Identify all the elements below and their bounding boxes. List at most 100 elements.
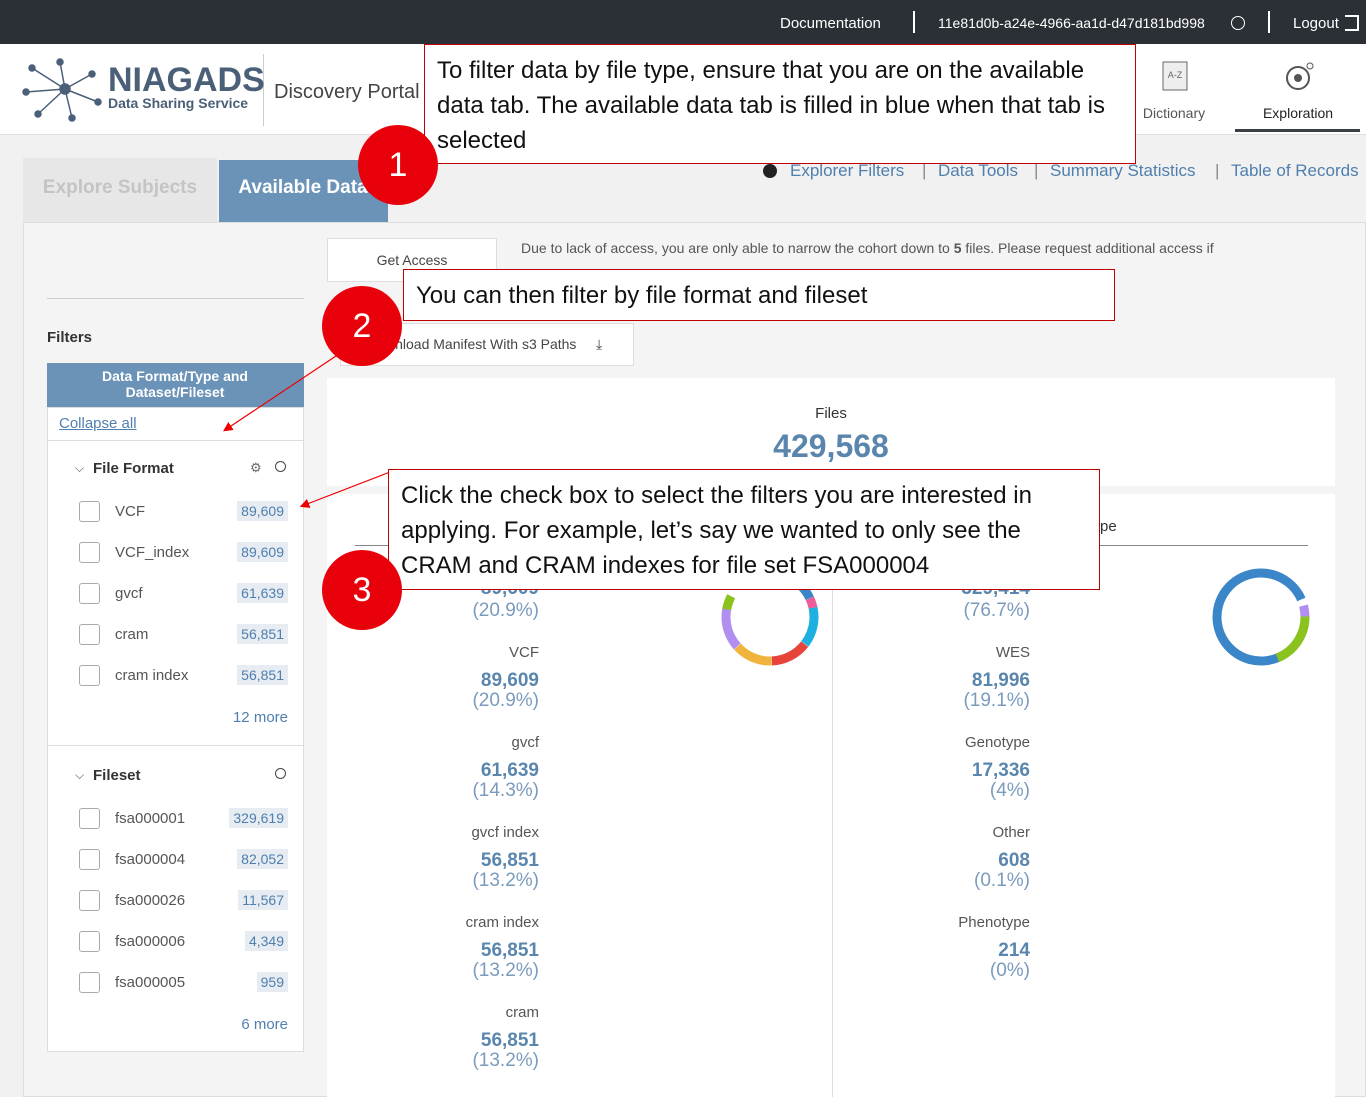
filter-count: 89,609	[237, 501, 288, 521]
filter-count: 11,567	[238, 890, 288, 910]
checkbox[interactable]	[79, 624, 100, 645]
checkbox[interactable]	[79, 808, 100, 829]
checkbox[interactable]	[79, 890, 100, 911]
stat-percent: (20.9%)	[472, 689, 539, 711]
filter-option: VCF_index	[115, 543, 190, 561]
filter-count: 82,052	[237, 849, 288, 869]
checkbox[interactable]	[79, 542, 100, 563]
top-bar	[0, 0, 1366, 44]
filter-option: fsa000001	[115, 809, 186, 827]
search-icon[interactable]	[275, 768, 286, 779]
donut-data-type	[1212, 568, 1310, 666]
tab-label: Available Data	[238, 176, 368, 198]
notice: Due to lack of access, you are only able…	[521, 238, 1214, 258]
section-link[interactable]: Table of Records	[1231, 161, 1359, 180]
stat-value: 56,851	[480, 849, 539, 871]
filter-option: cram index	[115, 666, 189, 684]
get-access[interactable]: Get Access	[376, 252, 448, 268]
stat-percent: (14.3%)	[472, 779, 539, 801]
filters-title: Filters	[47, 328, 93, 346]
callout-badge: 1	[358, 125, 438, 205]
checkbox[interactable]	[79, 583, 100, 604]
section-title[interactable]: Fileset	[93, 766, 141, 784]
filter-count: 56,851	[237, 665, 288, 685]
tab[interactable]	[23, 158, 217, 222]
stat-percent: (76.7%)	[963, 599, 1030, 621]
callout-badge: 2	[322, 286, 402, 366]
more-link[interactable]: 12 more	[232, 708, 288, 726]
dictionary-icon: A-Z	[1162, 61, 1188, 91]
filter-group-header[interactable]	[47, 363, 304, 407]
stat-value: 608	[998, 849, 1030, 871]
filter-option: fsa000006	[115, 932, 186, 950]
rule	[47, 298, 304, 299]
callout: To filter data by file type, ensure that…	[424, 44, 1136, 164]
stat-percent: (0%)	[989, 959, 1030, 981]
chevron: ⌵	[75, 767, 85, 782]
filter-count: 959	[256, 972, 288, 992]
files-box	[327, 378, 1335, 486]
section-link[interactable]: Data Tools	[938, 161, 1019, 180]
callout: Click the check box to select the filter…	[388, 469, 1100, 590]
checkbox[interactable]	[79, 665, 100, 686]
collapse-all[interactable]: Collapse all	[59, 414, 137, 432]
logout-icon	[1345, 15, 1359, 31]
chevron: ⌵	[75, 460, 85, 475]
stat-label: cram index	[465, 913, 539, 931]
filter-option: VCF	[115, 502, 145, 520]
more-link[interactable]: 6 more	[241, 1015, 288, 1033]
stat-label: Genotype	[964, 733, 1030, 751]
rule	[47, 745, 304, 746]
checkbox[interactable]	[79, 501, 100, 522]
download-label[interactable]: wnload Manifest With s3 Paths	[385, 336, 577, 352]
stat-percent: (19.1%)	[963, 689, 1030, 711]
stat-percent: (13.2%)	[472, 1049, 539, 1071]
help-icon	[763, 164, 777, 178]
stat-percent: (13.2%)	[472, 869, 539, 891]
section-title[interactable]: File Format	[93, 459, 174, 477]
nav-item[interactable]: Dictionary	[1142, 105, 1206, 121]
nav-link[interactable]: Documentation	[780, 14, 881, 32]
filter-count: 4,349	[244, 931, 288, 951]
stat-value: 56,851	[480, 1029, 539, 1051]
filter-option: gvcf	[115, 584, 143, 602]
stat-percent: (20.9%)	[472, 599, 539, 621]
checkbox[interactable]	[79, 849, 100, 870]
stat-label: Phenotype	[958, 913, 1030, 931]
notice-count: 5	[953, 240, 962, 256]
stat-percent: (13.2%)	[472, 959, 539, 981]
stat-value: 81,996	[971, 669, 1030, 691]
filter-option: fsa000005	[115, 973, 186, 991]
stat-label: gvcf index	[471, 823, 539, 841]
nav-active	[1235, 44, 1360, 132]
separator	[1268, 11, 1270, 33]
section-link[interactable]: Explorer Filters	[790, 161, 905, 180]
svg-text:A-Z: A-Z	[1168, 70, 1183, 80]
search-icon[interactable]	[275, 461, 286, 472]
link-separator: |	[1034, 161, 1039, 180]
stats-divider	[832, 560, 833, 1097]
checkbox[interactable]	[79, 931, 100, 952]
section-link[interactable]: Summary Statistics	[1050, 161, 1196, 180]
callout: You can then filter by file format and f…	[403, 269, 1115, 321]
filter-option: fsa000004	[115, 850, 186, 868]
files-label: Files	[815, 404, 847, 422]
stat-value: 89,609	[480, 669, 539, 691]
nav-item[interactable]: Exploration	[1262, 105, 1334, 121]
filter-group-title: Data Format/Type and Dataset/Fileset	[102, 368, 248, 400]
callout-badge: 3	[322, 550, 402, 630]
link-separator: |	[922, 161, 927, 180]
checkbox[interactable]	[79, 972, 100, 993]
user-id: 11e81d0b-a24e-4966-aa1d-d47d181bd998	[938, 15, 1205, 31]
filter-count: 61,639	[237, 583, 288, 603]
settings-icon: ⚙	[250, 460, 262, 475]
stat-label: Other	[992, 823, 1030, 841]
filter-count: 89,609	[237, 542, 288, 562]
logo-icon	[22, 58, 102, 122]
separator	[913, 11, 915, 33]
exploration-icon	[1286, 62, 1314, 90]
logout[interactable]: Logout	[1293, 14, 1339, 32]
stat-value: 214	[998, 939, 1030, 961]
